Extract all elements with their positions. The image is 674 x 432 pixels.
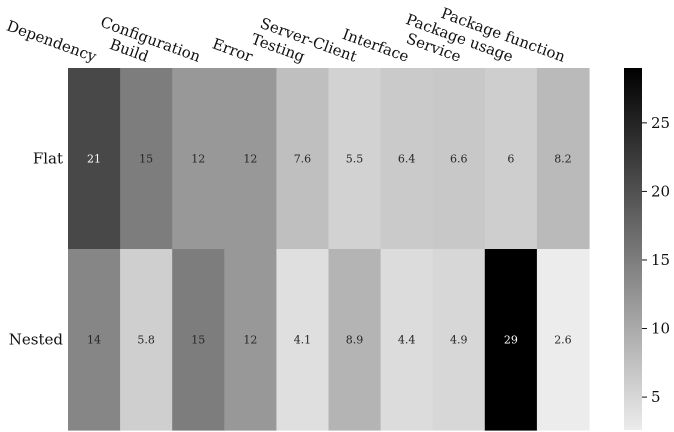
colorbar-tick-label: 20 xyxy=(651,182,670,200)
colorbar-gradient xyxy=(624,68,642,430)
heatmap-cell-label: 4.1 xyxy=(294,334,312,347)
heatmap-cell-label: 14 xyxy=(87,334,101,347)
heatmap-cell-label: 29 xyxy=(504,334,518,347)
heatmap-cell xyxy=(328,249,382,431)
heatmap-cell-label: 5.5 xyxy=(346,153,364,166)
colorbar-ticks: 5 10 15 20 25 xyxy=(642,114,670,406)
heatmap-cell-labels: 21 15 12 12 7.6 5.5 6.4 6.6 6 8.2 14 5.8 15 12 4.1 8.9 4… xyxy=(87,153,572,347)
heatmap-cell-label: 7.6 xyxy=(294,153,312,166)
colorbar-tick-label: 5 xyxy=(651,388,661,406)
heatmap-cell xyxy=(68,68,121,250)
heatmap-cell xyxy=(484,249,538,431)
heatmap-cell xyxy=(224,249,277,431)
colorbar: 5 10 15 20 25 xyxy=(624,68,670,430)
heatmap-cell-label: 12 xyxy=(243,334,257,347)
x-tick-label: Dependency xyxy=(4,17,99,66)
heatmap-cell-label: 8.2 xyxy=(554,153,572,166)
colorbar-tick-label: 10 xyxy=(651,320,670,338)
heatmap-cell-label: 4.9 xyxy=(450,334,468,347)
colorbar-tick-label: 25 xyxy=(651,114,670,132)
heatmap-cell-label: 15 xyxy=(191,334,205,347)
heatmap-cell xyxy=(484,68,538,250)
heatmap-cell-label: 4.4 xyxy=(398,334,416,347)
heatmap-cell-label: 12 xyxy=(243,153,257,166)
heatmap-cell-label: 6.6 xyxy=(450,153,468,166)
x-tick-label: Error xyxy=(210,35,256,66)
y-tick-label: Nested xyxy=(9,331,64,349)
heatmap-cell-label: 15 xyxy=(139,153,153,166)
heatmap-cell xyxy=(536,68,590,250)
heatmap-cell xyxy=(172,249,225,431)
heatmap-cell xyxy=(172,68,225,250)
heatmap-cell-label: 21 xyxy=(87,153,101,166)
heatmap-cell-label: 6 xyxy=(507,153,514,166)
heatmap-cell xyxy=(276,249,330,431)
heatmap-cell xyxy=(120,249,173,431)
heatmap-cell-label: 5.8 xyxy=(137,334,155,347)
heatmap-cell xyxy=(276,68,330,250)
y-tick-label: Flat xyxy=(33,150,63,168)
heatmap-cell xyxy=(380,68,434,250)
heatmap-cell-label: 12 xyxy=(191,153,205,166)
colorbar-tick-label: 15 xyxy=(651,251,670,269)
heatmap-cell xyxy=(536,249,590,431)
heatmap-cell xyxy=(432,249,486,431)
heatmap-cell-label: 2.6 xyxy=(554,334,572,347)
heatmap-cell-label: 6.4 xyxy=(398,153,416,166)
heatmap-cell xyxy=(380,249,434,431)
heatmap-cell xyxy=(328,68,382,250)
heatmap-cell xyxy=(224,68,277,250)
heatmap-cell xyxy=(432,68,486,250)
y-tick-labels: Flat Nested xyxy=(9,150,64,349)
heatmap-cell xyxy=(68,249,121,431)
heatmap-cells xyxy=(68,68,590,431)
heatmap-cell-label: 8.9 xyxy=(346,334,364,347)
heatmap-cell xyxy=(120,68,173,250)
